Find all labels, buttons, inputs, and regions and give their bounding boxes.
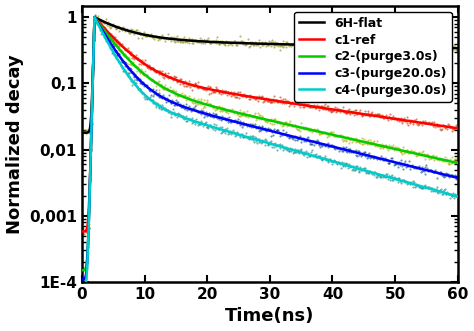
c2-(purge3.0s) bbox=[145, 74, 150, 78]
c1-ref bbox=[455, 126, 461, 130]
6H-flat bbox=[455, 46, 461, 50]
c4-(purge30.0s) bbox=[91, 15, 97, 19]
c4-(purge30.0s) bbox=[455, 194, 461, 198]
6H-flat bbox=[122, 28, 128, 32]
c1-ref bbox=[223, 91, 229, 95]
6H-flat bbox=[407, 45, 413, 49]
6H-flat bbox=[223, 41, 229, 45]
c4-(purge30.0s) bbox=[240, 134, 246, 138]
c2-(purge3.0s) bbox=[447, 160, 453, 164]
c4-(purge30.0s) bbox=[122, 69, 128, 73]
6H-flat bbox=[145, 33, 150, 37]
Line: c3-(purge20.0s): c3-(purge20.0s) bbox=[82, 17, 458, 279]
c3-(purge20.0s) bbox=[145, 85, 150, 89]
c3-(purge20.0s) bbox=[407, 164, 413, 168]
Line: 6H-flat: 6H-flat bbox=[82, 17, 458, 133]
c4-(purge30.0s) bbox=[407, 181, 413, 185]
Line: c4-(purge30.0s): c4-(purge30.0s) bbox=[82, 17, 458, 288]
c2-(purge3.0s) bbox=[223, 108, 229, 112]
c3-(purge20.0s) bbox=[91, 15, 97, 19]
6H-flat bbox=[240, 41, 246, 45]
Line: c2-(purge3.0s): c2-(purge3.0s) bbox=[82, 17, 458, 270]
c3-(purge20.0s) bbox=[240, 122, 246, 126]
c4-(purge30.0s) bbox=[223, 129, 229, 133]
6H-flat bbox=[447, 46, 453, 50]
c1-ref bbox=[407, 119, 413, 123]
c4-(purge30.0s) bbox=[447, 192, 453, 196]
c1-ref bbox=[79, 229, 85, 233]
c2-(purge3.0s) bbox=[455, 161, 461, 165]
c2-(purge3.0s) bbox=[407, 150, 413, 154]
c2-(purge3.0s) bbox=[122, 54, 128, 58]
c1-ref bbox=[122, 47, 128, 51]
c2-(purge3.0s) bbox=[91, 15, 97, 19]
c1-ref bbox=[240, 93, 246, 97]
c2-(purge3.0s) bbox=[240, 112, 246, 116]
c3-(purge20.0s) bbox=[122, 62, 128, 66]
c2-(purge3.0s) bbox=[79, 268, 85, 272]
c3-(purge20.0s) bbox=[455, 176, 461, 180]
6H-flat bbox=[91, 15, 97, 19]
Line: c1-ref: c1-ref bbox=[82, 17, 458, 231]
c3-(purge20.0s) bbox=[447, 174, 453, 178]
c1-ref bbox=[91, 15, 97, 19]
c4-(purge30.0s) bbox=[79, 286, 85, 290]
X-axis label: Time(ns): Time(ns) bbox=[225, 307, 315, 325]
c3-(purge20.0s) bbox=[79, 277, 85, 281]
c3-(purge20.0s) bbox=[223, 118, 229, 121]
Y-axis label: Normalized decay: Normalized decay bbox=[6, 54, 24, 234]
6H-flat bbox=[79, 131, 85, 135]
Legend: 6H-flat, c1-ref, c2-(purge3.0s), c3-(purge20.0s), c4-(purge30.0s): 6H-flat, c1-ref, c2-(purge3.0s), c3-(pur… bbox=[294, 12, 452, 102]
c1-ref bbox=[447, 125, 453, 129]
c4-(purge30.0s) bbox=[145, 95, 150, 99]
c1-ref bbox=[145, 64, 150, 68]
